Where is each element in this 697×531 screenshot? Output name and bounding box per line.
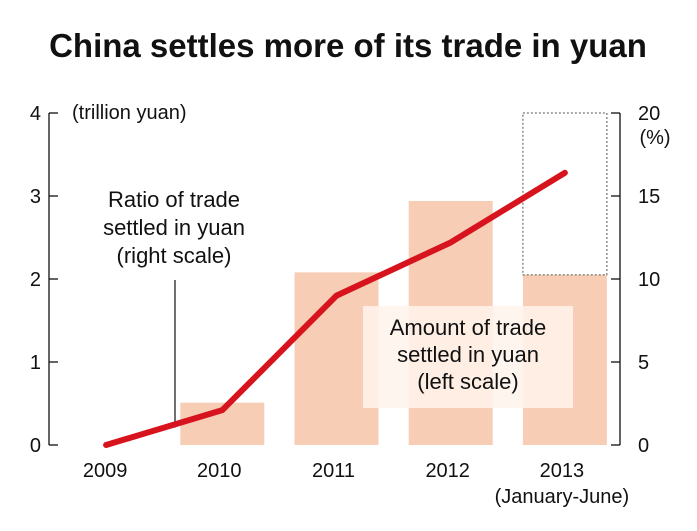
right-tick-label-20: 20: [638, 103, 660, 125]
ratio-annotation-line-2: settled in yuan: [103, 215, 245, 240]
x-label-2010: 2010: [197, 460, 242, 482]
x-label-2011: 2011: [312, 460, 355, 482]
right-axis-ticks: 0 5 10 15 20: [611, 103, 660, 457]
amount-annotation-line-2: settled in yuan: [397, 342, 539, 367]
ratio-annotation-line-1: Ratio of trade: [108, 187, 240, 212]
right-tick-label-5: 5: [638, 352, 649, 374]
left-axis-unit-label: (trillion yuan): [72, 102, 186, 124]
left-tick-label-0: 0: [30, 435, 41, 457]
x-label-2013: 2013: [540, 460, 585, 482]
left-axis-ticks: 0 1 2 3 4: [30, 103, 58, 457]
right-tick-label-10: 10: [638, 269, 660, 291]
line-series: [103, 169, 568, 448]
amount-annotation-line-3: (left scale): [417, 369, 518, 394]
amount-annotation-background: [363, 306, 573, 408]
x-label-2009: 2009: [83, 460, 128, 482]
chart-title: China settles more of its trade in yuan: [49, 27, 647, 64]
amount-annotation: Amount of trade settled in yuan (left sc…: [363, 306, 573, 408]
left-tick-label-4: 4: [30, 103, 41, 125]
projection-outline: [522, 112, 608, 276]
projection-outline-box: [522, 112, 608, 276]
x-label-2012: 2012: [425, 460, 470, 482]
ratio-annotation: Ratio of trade settled in yuan (right sc…: [80, 184, 270, 428]
left-tick-label-2: 2: [30, 269, 41, 291]
ratio-annotation-background: [80, 184, 270, 274]
left-tick-label-3: 3: [30, 186, 41, 208]
left-tick-label-1: 1: [30, 352, 41, 374]
right-tick-label-0: 0: [638, 435, 649, 457]
right-axis-unit-label: (%): [639, 127, 670, 149]
ratio-annotation-line-3: (right scale): [117, 243, 232, 268]
amount-annotation-line-1: Amount of trade: [390, 315, 547, 340]
right-tick-label-15: 15: [638, 186, 660, 208]
x-sublabel-2013: (January-June): [495, 486, 630, 508]
x-axis-labels: 2009 2010 2011 2012 2013 (January-June): [83, 460, 629, 508]
